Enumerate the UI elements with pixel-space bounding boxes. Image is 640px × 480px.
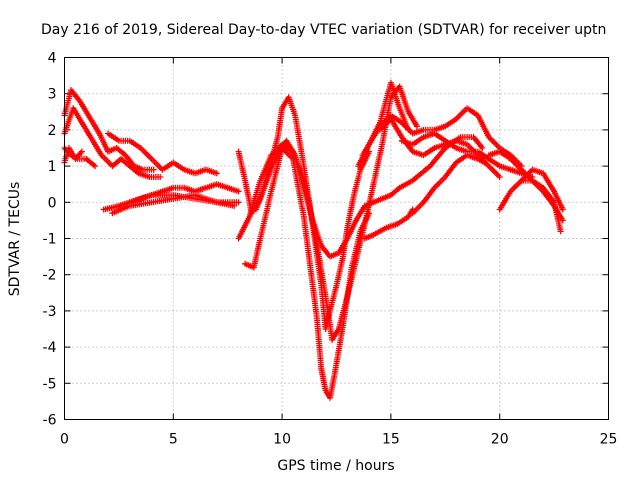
- plot-frame: [64, 57, 609, 420]
- x-tick-label: 0: [60, 432, 69, 448]
- series-track-q: [361, 206, 416, 242]
- series-track-u: [359, 79, 412, 159]
- series-track-k: [242, 145, 373, 401]
- series-markers: [61, 105, 164, 180]
- data-series: [61, 79, 566, 401]
- series-markers: [242, 145, 373, 401]
- series-markers: [253, 134, 486, 260]
- series-markers: [518, 177, 564, 235]
- series-track-h: [126, 192, 242, 206]
- x-tick-label: 5: [169, 432, 178, 448]
- y-tick-label: -1: [43, 232, 57, 248]
- x-tick-label: 15: [382, 432, 400, 448]
- series-track-o: [398, 130, 536, 180]
- x-tick-label: 10: [273, 432, 291, 448]
- y-tick-label: 1: [48, 159, 57, 175]
- y-tick-label: 2: [48, 123, 57, 139]
- series-markers: [105, 130, 220, 177]
- y-tick-label: 0: [48, 195, 57, 211]
- series-markers: [361, 206, 416, 242]
- series-markers: [398, 130, 536, 180]
- series-markers: [409, 152, 488, 217]
- series-track-p: [409, 152, 488, 217]
- x-tick-label: 25: [600, 432, 618, 448]
- y-tick-label: -2: [43, 268, 57, 284]
- chart-title: Day 216 of 2019, Sidereal Day-to-day VTE…: [41, 22, 606, 38]
- series-track-e: [105, 130, 220, 177]
- series-track-l: [253, 134, 486, 260]
- y-tick-label: -3: [43, 304, 57, 320]
- x-tick-label: 20: [491, 432, 509, 448]
- series-track-t: [518, 177, 564, 235]
- y-tick-label: -6: [43, 413, 57, 429]
- x-axis-label: GPS time / hours: [277, 458, 394, 474]
- y-tick-label: 3: [48, 87, 57, 103]
- y-tick-labels: 4 3 2 1 0 -1 -2 -3 -4 -5 -6: [43, 51, 57, 429]
- y-axis-label: SDTVAR / TECUs: [7, 182, 23, 297]
- y-tick-label: 4: [48, 51, 57, 67]
- series-markers: [359, 79, 412, 159]
- y-tick-label: -5: [43, 376, 57, 392]
- series-markers: [126, 192, 242, 206]
- y-tick-label: -4: [43, 340, 57, 356]
- series-track-b: [61, 105, 164, 180]
- x-tick-labels: 0 5 10 15 20 25: [60, 432, 617, 448]
